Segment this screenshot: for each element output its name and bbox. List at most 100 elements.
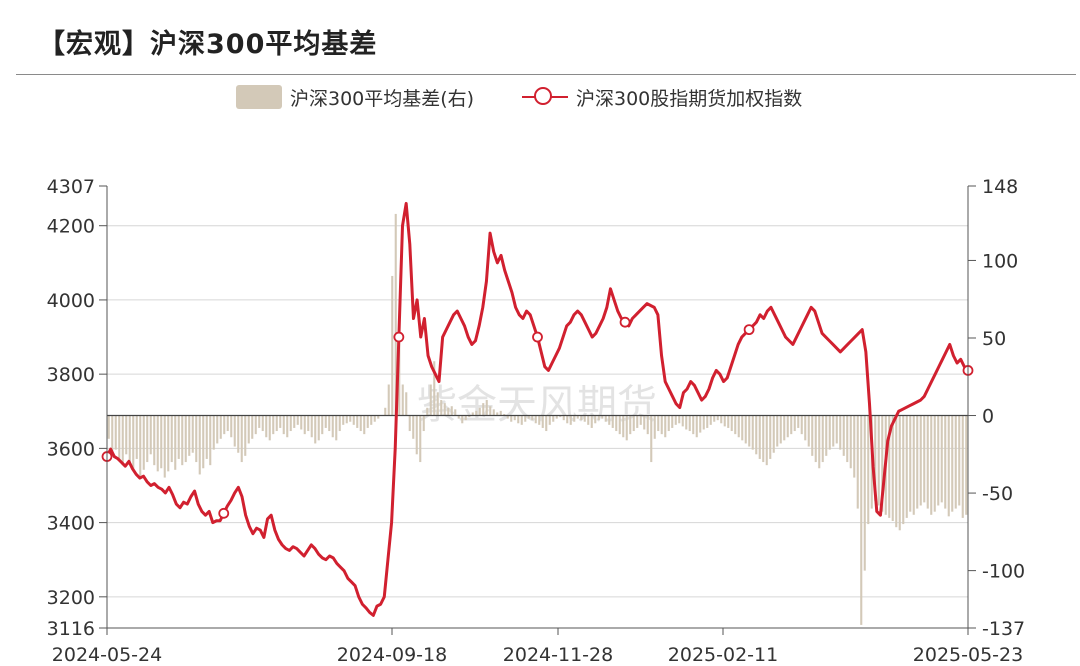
basis-bar — [121, 415, 124, 466]
legend-label-basis: 沪深300平均基差(右) — [290, 87, 475, 110]
basis-bar — [296, 415, 299, 425]
basis-bar — [485, 400, 488, 416]
basis-bar — [377, 415, 380, 419]
basis-bar — [919, 415, 922, 506]
basis-bar — [163, 415, 166, 478]
basis-bar — [125, 415, 128, 455]
basis-bar — [391, 275, 394, 416]
legend-label-index: 沪深300股指期货加权指数 — [576, 87, 803, 110]
basis-bar — [314, 415, 317, 444]
basis-bar — [951, 415, 954, 512]
basis-bar — [545, 415, 548, 432]
basis-bar — [293, 415, 296, 428]
basis-bar — [587, 415, 590, 425]
basis-bar — [555, 415, 558, 419]
basis-bar — [541, 415, 544, 428]
legend: 沪深300平均基差(右) 沪深300股指期货加权指数 — [0, 82, 1080, 112]
basis-bar — [814, 415, 817, 463]
basis-bar — [384, 407, 387, 416]
basis-bar — [622, 415, 625, 438]
basis-bar — [765, 415, 768, 466]
legend-swatch-basis — [236, 85, 282, 109]
basis-bar — [842, 415, 845, 456]
basis-bar — [559, 415, 562, 418]
basis-bar — [233, 415, 236, 447]
basis-bar — [538, 415, 541, 425]
basis-bar — [226, 415, 229, 432]
basis-bar — [405, 392, 408, 416]
basis-bar — [597, 415, 600, 421]
basis-bar — [345, 415, 348, 424]
basis-bar — [898, 415, 901, 531]
basis-bar — [349, 415, 352, 422]
basis-bar — [359, 415, 362, 432]
basis-bar — [454, 409, 457, 416]
basis-bar — [776, 415, 779, 447]
basis-bar — [713, 415, 716, 422]
basis-bar — [170, 415, 173, 463]
basis-bar — [566, 415, 569, 424]
legend-item-basis[interactable]: 沪深300平均基差(右) — [236, 82, 474, 112]
basis-bar — [268, 415, 271, 441]
basis-bar — [303, 415, 306, 435]
basis-bar — [324, 415, 327, 428]
basis-bar — [933, 415, 936, 512]
basis-bar — [940, 415, 943, 503]
basis-bar — [471, 412, 474, 416]
basis-bar — [244, 415, 247, 456]
left-axis-tick-label: 3400 — [47, 513, 95, 535]
basis-bar — [583, 415, 586, 422]
basis-bar — [447, 407, 450, 416]
left-axis-tick-label: 3200 — [47, 587, 95, 609]
basis-bar — [909, 415, 912, 512]
legend-item-index[interactable]: 沪深300股指期货加权指数 — [522, 82, 802, 112]
basis-bar — [282, 415, 285, 435]
basis-bar — [482, 403, 485, 416]
basis-bar — [772, 415, 775, 453]
basis-bar — [342, 415, 345, 425]
basis-bar — [202, 415, 205, 469]
basis-bar — [604, 415, 607, 422]
basis-bar — [198, 415, 201, 475]
basis-bar — [930, 415, 933, 515]
right-axis-tick-label: -50 — [982, 483, 1013, 505]
basis-bar — [433, 361, 436, 416]
basis-bar — [818, 415, 821, 469]
basis-bar — [188, 415, 191, 456]
basis-bar — [832, 415, 835, 447]
basis-bar — [643, 415, 646, 430]
basis-bar — [510, 415, 513, 422]
basis-bar — [412, 415, 415, 439]
left-axis-tick-label: 3116 — [47, 618, 95, 640]
basis-bar — [632, 415, 635, 432]
basis-bar — [457, 415, 460, 419]
basis-bar — [237, 415, 240, 453]
basis-bar — [944, 415, 947, 509]
basis-bar — [426, 407, 429, 416]
basis-bar — [692, 415, 695, 435]
basis-bar — [734, 415, 737, 435]
basis-bar — [744, 415, 747, 444]
basis-bar — [902, 415, 905, 525]
basis-bar — [440, 400, 443, 416]
basis-bar — [839, 415, 842, 450]
basis-bar — [387, 384, 390, 416]
basis-bar — [205, 415, 208, 459]
basis-bar — [531, 415, 534, 421]
basis-bar — [478, 407, 481, 416]
basis-bar — [352, 415, 355, 425]
basis-bar — [548, 415, 551, 425]
basis-bar — [527, 415, 530, 419]
basis-bar — [681, 415, 684, 427]
basis-bar — [660, 415, 663, 435]
basis-bar — [912, 415, 915, 515]
basis-bar — [685, 415, 688, 430]
title-divider — [16, 74, 1076, 75]
basis-bar — [797, 415, 800, 428]
left-axis-tick-label: 3600 — [47, 438, 95, 460]
basis-bar — [720, 415, 723, 424]
basis-bar — [195, 415, 198, 463]
basis-bar — [846, 415, 849, 463]
basis-bar — [569, 415, 572, 425]
basis-bar — [408, 415, 411, 432]
